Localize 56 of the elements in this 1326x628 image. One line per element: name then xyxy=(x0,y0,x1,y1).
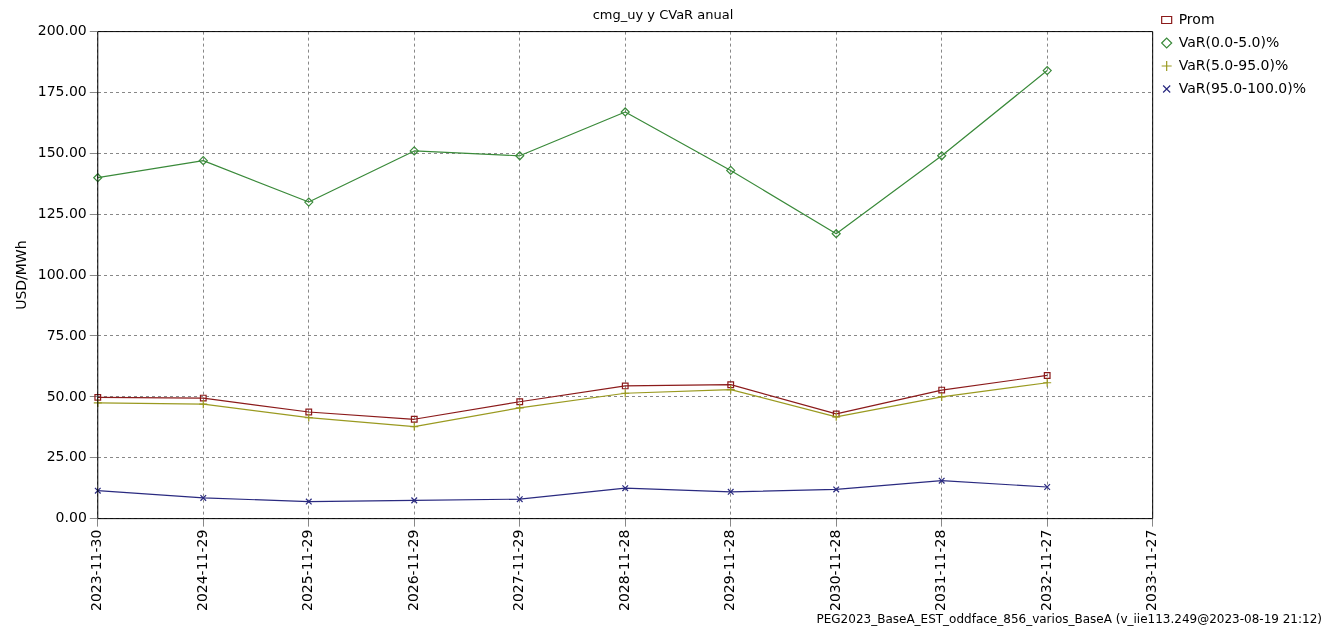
x-tick-label: 2029-11-28 xyxy=(721,529,738,612)
text: PEG2023_BaseA_EST_oddface_856_varios_BaseA (v_iie113.249@2023-08-19 21:12) xyxy=(816,612,1322,627)
point xyxy=(198,156,208,166)
x-tick-label: 2025-11-29 xyxy=(299,529,316,612)
point xyxy=(410,415,418,423)
x-tick-label: 2032-11-27 xyxy=(1037,529,1054,612)
point xyxy=(831,229,841,239)
x-tick-label: 2024-11-29 xyxy=(193,529,210,612)
y-tick-label: 200.00 xyxy=(37,22,87,39)
point xyxy=(94,393,102,401)
x-tick-label: 2030-11-28 xyxy=(826,529,843,612)
legend-label: VaR(0.0-5.0)% xyxy=(1178,33,1280,50)
point xyxy=(621,382,629,390)
point xyxy=(304,197,314,207)
point xyxy=(620,107,630,117)
y-tick-label: 125.00 xyxy=(37,204,87,221)
point xyxy=(1043,372,1051,379)
point xyxy=(305,498,313,506)
y-tick-label: 0.00 xyxy=(55,509,87,526)
point xyxy=(726,165,736,176)
point xyxy=(305,408,313,416)
point xyxy=(516,398,524,406)
x-tick-label: 2023-11-30 xyxy=(88,529,105,612)
point xyxy=(937,151,947,161)
point xyxy=(727,381,735,389)
point xyxy=(938,386,946,394)
chart-title: cmg_uy y CVaR anual xyxy=(592,7,734,23)
point xyxy=(410,496,418,504)
point xyxy=(409,146,419,156)
y-tick-label: 175.00 xyxy=(37,83,87,100)
point xyxy=(93,173,103,183)
point xyxy=(1042,65,1052,76)
y-tick-label: 75.00 xyxy=(46,326,87,343)
legend-label: Prom xyxy=(1178,10,1215,27)
point xyxy=(515,151,525,161)
point xyxy=(832,410,840,418)
y-tick-label: 25.00 xyxy=(46,448,87,465)
point xyxy=(94,487,102,495)
point xyxy=(937,392,947,402)
point xyxy=(1043,483,1051,491)
x-tick-label: 2031-11-28 xyxy=(932,529,949,612)
x-tick-label: 2033-11-27 xyxy=(1143,529,1160,612)
y-tick-label: 100.00 xyxy=(37,265,87,282)
point xyxy=(199,494,207,502)
y-axis-title: USD/MWh xyxy=(13,240,30,310)
point xyxy=(516,495,524,503)
x-tick-label: 2027-11-29 xyxy=(510,529,527,612)
x-tick-label: 2028-11-28 xyxy=(615,529,632,612)
legend-label: VaR(5.0-95.0)% xyxy=(1178,56,1289,73)
x-tick-label: 2026-11-29 xyxy=(404,529,421,612)
legend-label: VaR(95.0-100.0)% xyxy=(1178,79,1306,96)
y-tick-label: 50.00 xyxy=(46,387,87,404)
y-tick-label: 150.00 xyxy=(37,144,87,160)
point xyxy=(727,488,735,496)
point xyxy=(832,485,840,493)
point xyxy=(199,394,207,402)
